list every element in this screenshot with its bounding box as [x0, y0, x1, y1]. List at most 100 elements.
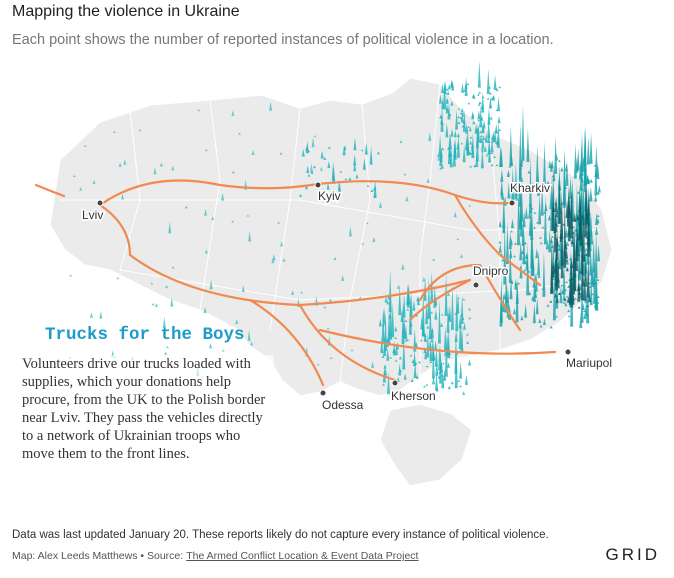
spike — [184, 205, 188, 209]
spike — [79, 187, 83, 191]
spike — [250, 341, 254, 346]
spike — [578, 184, 582, 226]
spike — [341, 274, 345, 281]
spike — [350, 349, 354, 352]
spike — [514, 242, 518, 245]
spike — [410, 378, 414, 382]
spike — [406, 339, 410, 342]
spike — [485, 154, 489, 157]
spike — [453, 130, 457, 138]
spike — [487, 117, 491, 139]
spike — [279, 152, 283, 155]
spike — [578, 290, 582, 296]
spike — [582, 256, 586, 259]
spike — [512, 255, 516, 258]
spike — [560, 191, 564, 240]
spike — [247, 329, 251, 341]
spike — [92, 180, 96, 184]
spike — [445, 97, 449, 103]
spike — [571, 216, 575, 222]
spike — [398, 356, 402, 360]
spike — [501, 196, 505, 200]
route — [318, 328, 557, 355]
spike — [530, 202, 534, 240]
spike — [512, 308, 516, 315]
spike — [563, 186, 567, 189]
spike — [319, 166, 323, 171]
spike — [353, 162, 357, 172]
spike — [506, 169, 510, 177]
spike — [445, 122, 449, 138]
source-link[interactable]: The Armed Conflict Location & Event Data… — [186, 550, 419, 562]
spike — [587, 178, 591, 185]
spike — [430, 271, 434, 303]
spike — [536, 170, 540, 194]
spike — [381, 355, 385, 359]
spike — [204, 249, 208, 254]
spike — [424, 338, 428, 343]
city-label: Odessa — [322, 398, 364, 412]
spike — [539, 236, 543, 239]
spike — [571, 288, 575, 305]
spike — [348, 176, 352, 181]
spike — [498, 128, 502, 132]
spike — [439, 346, 443, 384]
spike — [524, 206, 528, 219]
spike — [541, 190, 545, 193]
spike — [337, 179, 341, 191]
spike — [566, 296, 570, 303]
spike — [386, 300, 390, 305]
spike — [427, 276, 431, 320]
spike — [457, 115, 461, 119]
spike — [578, 161, 582, 180]
spike — [587, 186, 591, 257]
spike — [542, 318, 546, 326]
spike — [311, 137, 315, 148]
spike — [440, 163, 444, 169]
city-label: Kherson — [391, 389, 436, 403]
spike — [586, 304, 590, 307]
spike — [544, 202, 548, 212]
spike — [401, 263, 405, 270]
spike — [565, 267, 569, 271]
spike — [508, 247, 512, 283]
spike — [563, 297, 567, 302]
spike — [480, 147, 484, 151]
spike — [291, 290, 295, 295]
spike — [580, 132, 584, 177]
spike — [458, 385, 462, 388]
spike — [477, 109, 481, 120]
spike — [493, 74, 497, 90]
spike — [371, 361, 375, 368]
spike — [456, 238, 460, 241]
spike — [211, 216, 215, 220]
spike — [581, 217, 585, 220]
spike — [594, 266, 598, 310]
spike — [560, 284, 564, 287]
spike — [535, 297, 539, 315]
spike — [327, 160, 331, 169]
spike — [568, 278, 572, 305]
spike — [326, 182, 330, 190]
spike — [543, 211, 547, 214]
spike — [366, 184, 370, 187]
spike — [594, 160, 598, 196]
spike — [405, 392, 409, 395]
spike — [481, 91, 485, 113]
spike — [527, 170, 531, 174]
spike — [428, 302, 432, 340]
spike — [478, 101, 482, 104]
spike — [490, 141, 494, 144]
spike — [467, 308, 471, 311]
spike — [589, 247, 593, 276]
spike — [463, 88, 467, 92]
spike — [546, 180, 550, 184]
spike — [594, 231, 598, 278]
spike — [360, 149, 364, 152]
spike — [572, 255, 576, 267]
spike — [556, 278, 560, 283]
city-dot — [319, 389, 327, 397]
spike — [462, 109, 466, 132]
spike — [565, 269, 569, 272]
spike — [532, 303, 536, 324]
